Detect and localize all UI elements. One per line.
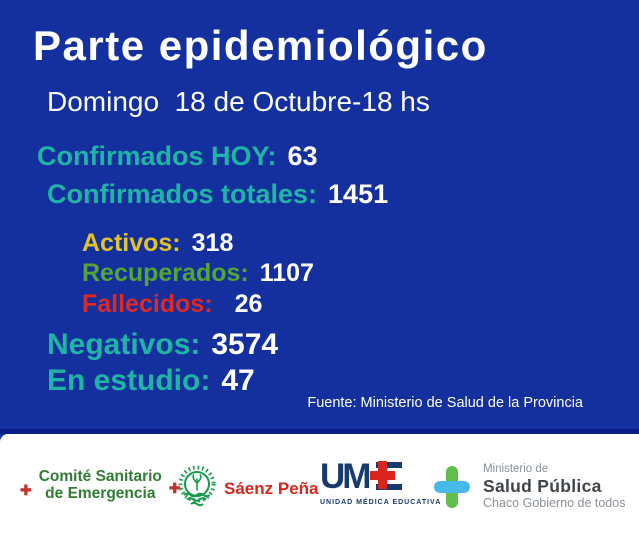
stat-value: 1107: [259, 259, 314, 287]
stat-value: 1451: [328, 179, 389, 209]
stat-value: 63: [287, 141, 318, 171]
stat-confirmados-totales: Confirmados totales: 1451: [47, 179, 388, 210]
logo-footer: ✚ Comité Sanitario de Emergencia ✚ Sáenz…: [0, 434, 639, 536]
ministerio-line1: Ministerio de: [483, 463, 549, 475]
stat-label: En estudio:: [47, 364, 211, 397]
stat-label: Recuperados:: [82, 259, 249, 287]
comite-sanitario-label: Comité Sanitario de Emergencia: [39, 468, 162, 502]
comite-sanitario-logo: ✚ Comité Sanitario de Emergencia ✚: [20, 468, 181, 502]
health-plus-icon: [434, 465, 470, 508]
stat-label: Confirmados totales:: [47, 179, 318, 209]
ume-subtitle: UNIDAD MÉDICA EDUCATIVA: [320, 499, 442, 506]
stat-activos: Activos: 318: [82, 229, 233, 258]
comite-line1: Comité Sanitario: [38, 468, 162, 485]
ministerio-line2: Salud Pública: [483, 476, 602, 497]
saenz-pena-logo: Sáenz Peña: [177, 464, 319, 513]
stat-label: Negativos:: [47, 328, 201, 361]
stat-en-estudio: En estudio: 47: [47, 364, 255, 398]
ume-wordmark: UM: [320, 457, 441, 496]
ministerio-salud-logo: Ministerio de Salud Pública Chaco Gobier…: [434, 463, 625, 511]
stat-value: 3574: [211, 328, 279, 361]
stat-label: Fallecidos:: [82, 290, 213, 318]
ume-initials: UM: [320, 457, 371, 496]
stat-negativos: Negativos: 3574: [47, 328, 278, 362]
comite-line2: de Emergencia: [45, 485, 156, 502]
ministerio-label: Ministerio de Salud Pública Chaco Gobier…: [483, 463, 625, 511]
saenz-pena-emblem-icon: [177, 464, 217, 513]
ume-medical-cross-icon: [370, 461, 403, 493]
footer-separator: [0, 429, 639, 434]
ume-logo: UM UNIDAD MÉDICA EDUCATIVA: [320, 457, 442, 506]
report-date-subtitle: Domingo 18 de Octubre-18 hs: [47, 86, 430, 117]
red-cross-icon: ✚: [20, 482, 32, 498]
saenz-pena-label: Sáenz Peña: [224, 478, 319, 498]
source-attribution: Fuente: Ministerio de Salud de la Provin…: [307, 395, 583, 411]
ministerio-line3: Chaco Gobierno de todos: [483, 496, 626, 511]
page-title: Parte epidemiológico: [33, 22, 488, 69]
stat-value: 47: [221, 364, 255, 397]
stat-label: Activos:: [82, 229, 181, 257]
red-cross-icon: ✚: [168, 480, 181, 496]
stat-recuperados: Recuperados: 1107: [82, 259, 314, 288]
stat-value: 318: [191, 229, 234, 257]
stat-confirmados-hoy: Confirmados HOY: 63: [37, 141, 318, 172]
stat-value: 26: [234, 290, 263, 318]
stat-label: Confirmados HOY:: [37, 141, 277, 171]
stat-fallecidos: Fallecidos: 26: [82, 290, 262, 319]
